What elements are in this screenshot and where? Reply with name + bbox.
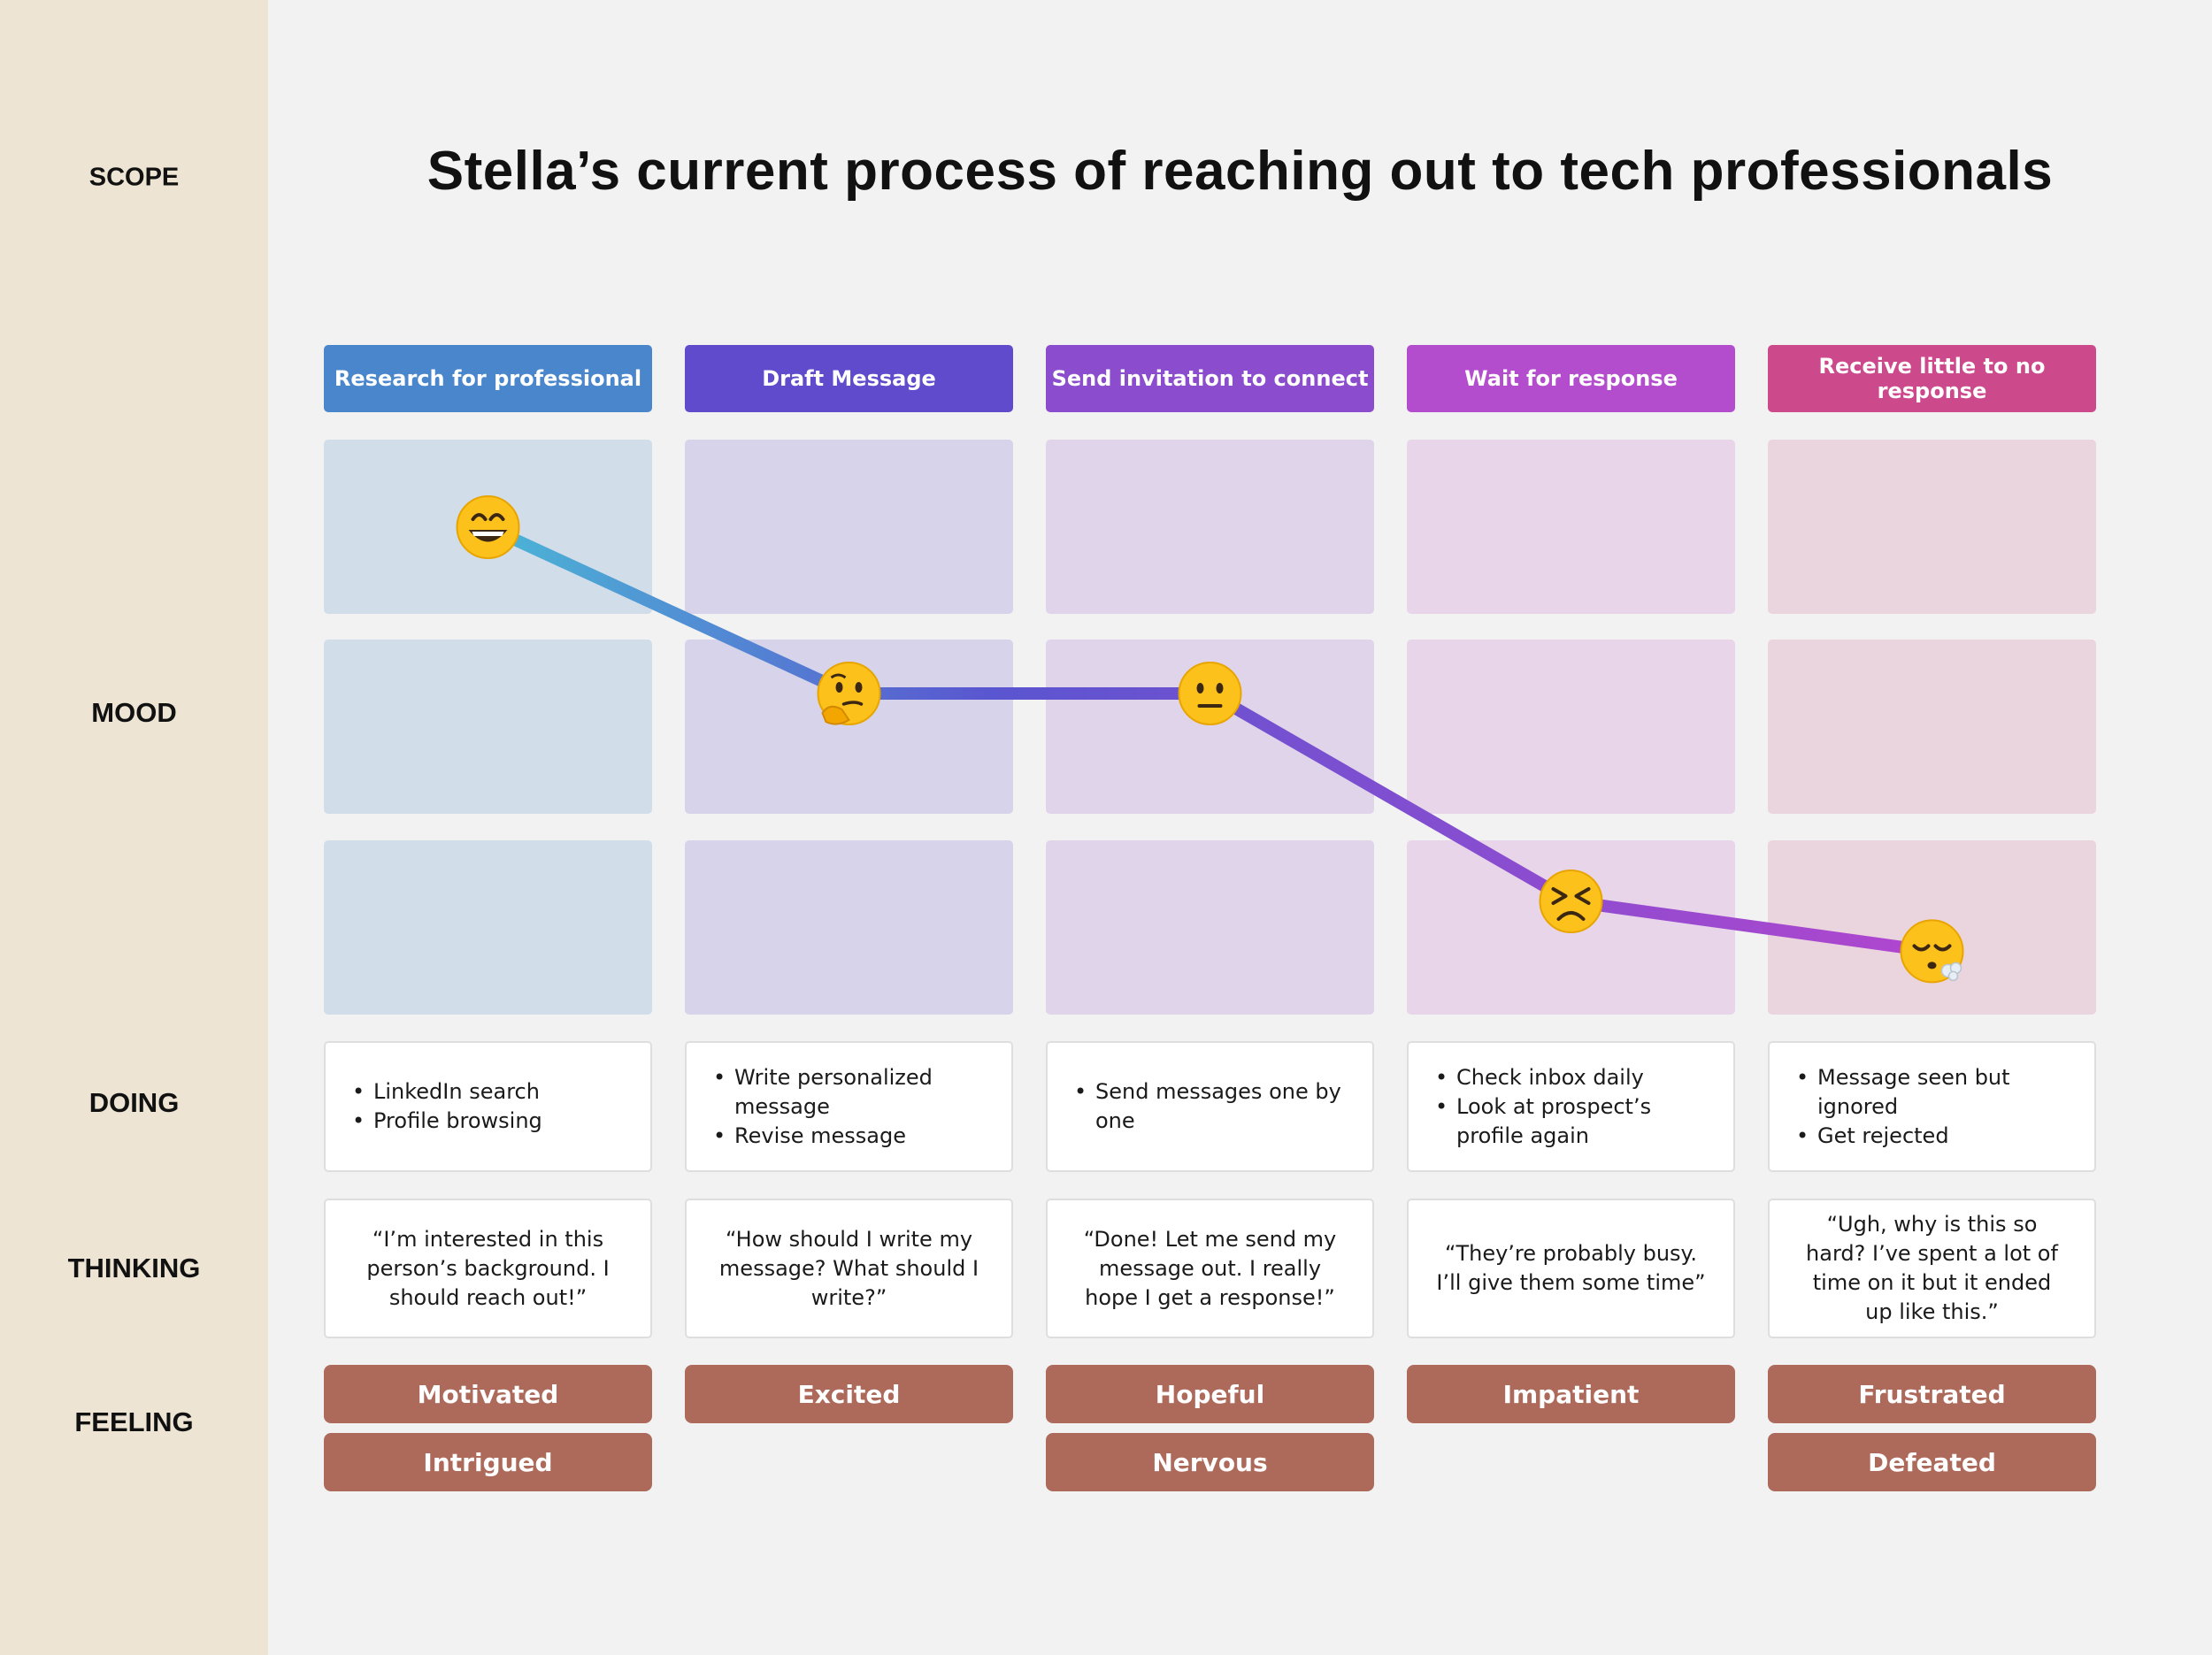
doing-list: Message seen but ignoredGet rejected xyxy=(1796,1063,2071,1151)
feeling-badge: Excited xyxy=(685,1365,1013,1423)
feeling-badge: Hopeful xyxy=(1046,1365,1374,1423)
mood-cell xyxy=(685,440,1013,614)
mood-cell xyxy=(1046,640,1374,814)
mood-cell xyxy=(324,840,652,1015)
list-item: LinkedIn search xyxy=(352,1077,542,1107)
thinking-card: “They’re probably busy. I’ll give them s… xyxy=(1407,1199,1735,1338)
thinking-card: “Done! Let me send my message out. I rea… xyxy=(1046,1199,1374,1338)
row-label-scope: SCOPE xyxy=(88,163,180,192)
mood-cell xyxy=(324,640,652,814)
doing-list: Check inbox dailyLook at prospect’s prof… xyxy=(1435,1063,1710,1151)
thinking-card: “Ugh, why is this so hard? I’ve spent a … xyxy=(1768,1199,2096,1338)
stage-header: Draft Message xyxy=(685,345,1013,412)
doing-card: Send messages one by one xyxy=(1046,1041,1374,1172)
mood-cell xyxy=(1768,640,2096,814)
mood-cell xyxy=(324,440,652,614)
doing-list: Write personalized messageRevise message xyxy=(713,1063,988,1151)
doing-card: Write personalized messageRevise message xyxy=(685,1041,1013,1172)
list-item: Check inbox daily xyxy=(1435,1063,1710,1092)
feeling-badge: Impatient xyxy=(1407,1365,1735,1423)
mood-cell xyxy=(1768,840,2096,1015)
list-item: Write personalized message xyxy=(713,1063,988,1122)
feeling-badge: Frustrated xyxy=(1768,1365,2096,1423)
mood-cell xyxy=(1407,840,1735,1015)
mood-cell xyxy=(1046,840,1374,1015)
mood-cell xyxy=(1046,440,1374,614)
row-label-doing: DOING xyxy=(88,1087,180,1118)
doing-list: LinkedIn searchProfile browsing xyxy=(352,1077,542,1136)
feeling-badge: Defeated xyxy=(1768,1433,2096,1491)
thinking-card: “I’m interested in this person’s backgro… xyxy=(324,1199,652,1338)
feeling-badge: Nervous xyxy=(1046,1433,1374,1491)
list-item: Get rejected xyxy=(1796,1122,2071,1151)
list-item: Profile browsing xyxy=(352,1107,542,1136)
mood-cell xyxy=(1407,640,1735,814)
page-title: Stella’s current process of reaching out… xyxy=(426,141,2054,202)
doing-card: Check inbox dailyLook at prospect’s prof… xyxy=(1407,1041,1735,1172)
doing-list: Send messages one by one xyxy=(1074,1077,1349,1136)
doing-card: Message seen but ignoredGet rejected xyxy=(1768,1041,2096,1172)
stage-header: Send invitation to connect xyxy=(1046,345,1374,412)
mood-cell xyxy=(685,640,1013,814)
feeling-badge: Intrigued xyxy=(324,1433,652,1491)
stage-header: Research for professional xyxy=(324,345,652,412)
sidebar-panel xyxy=(0,0,268,1655)
thinking-card: “How should I write my message? What sho… xyxy=(685,1199,1013,1338)
mood-cell xyxy=(1768,440,2096,614)
list-item: Look at prospect’s profile again xyxy=(1435,1092,1710,1151)
list-item: Revise message xyxy=(713,1122,988,1151)
list-item: Message seen but ignored xyxy=(1796,1063,2071,1122)
doing-card: LinkedIn searchProfile browsing xyxy=(324,1041,652,1172)
mood-cell xyxy=(1407,440,1735,614)
row-label-mood: MOOD xyxy=(91,697,177,728)
row-label-feeling: FEELING xyxy=(74,1406,194,1437)
list-item: Send messages one by one xyxy=(1074,1077,1349,1136)
row-label-thinking: THINKING xyxy=(67,1253,201,1283)
stage-header: Receive little to no response xyxy=(1768,345,2096,412)
feeling-badge: Motivated xyxy=(324,1365,652,1423)
stage-header: Wait for response xyxy=(1407,345,1735,412)
mood-cell xyxy=(685,840,1013,1015)
